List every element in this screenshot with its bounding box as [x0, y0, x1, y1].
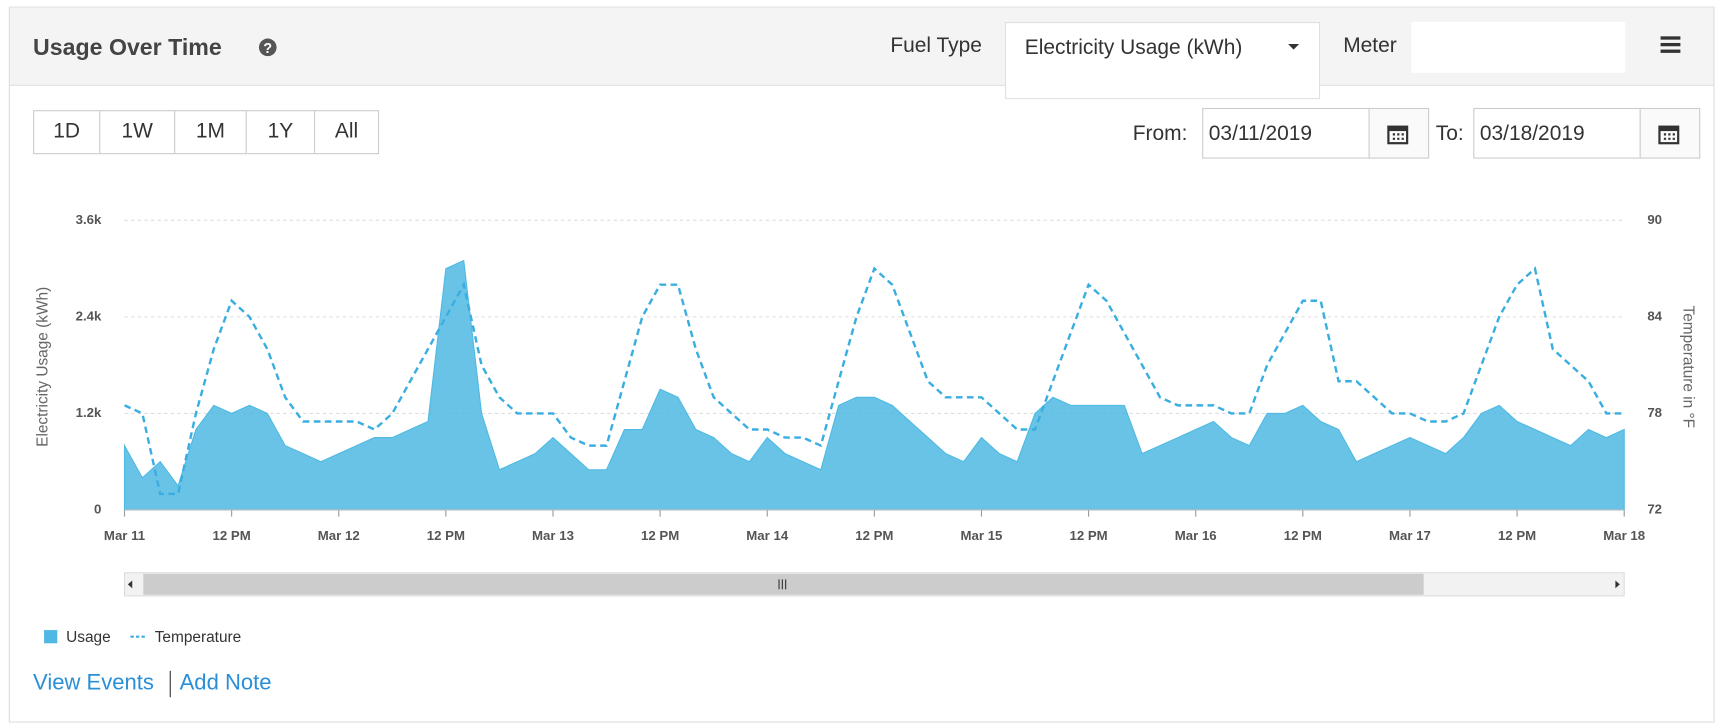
range-button[interactable]: 1W	[99, 110, 176, 155]
y2-tick-label: 72	[1647, 501, 1662, 516]
to-label: To:	[1435, 122, 1464, 146]
x-tick-label: 12 PM	[1069, 528, 1107, 543]
x-tick-label: Mar 14	[746, 528, 789, 543]
x-tick-label: Mar 13	[532, 528, 574, 543]
legend-item: Temperature	[130, 629, 242, 646]
x-tick-label: Mar 12	[318, 528, 360, 543]
y2-axis-title: Temperature in °F	[1680, 306, 1697, 429]
y2-tick-label: 84	[1647, 308, 1662, 323]
range-button[interactable]: 1D	[33, 110, 101, 155]
calendar-icon	[1658, 125, 1680, 145]
y2-tick-label: 78	[1647, 405, 1662, 420]
x-tick-label: Mar 15	[961, 528, 1003, 543]
panel	[8, 6, 1715, 723]
x-tick-label: 12 PM	[213, 528, 251, 543]
x-tick-label: Mar 17	[1389, 528, 1431, 543]
fuel-dropdown[interactable]	[1004, 22, 1321, 100]
from-value: 03/11/2019	[1208, 122, 1313, 146]
add-note-link[interactable]: Add Note	[179, 670, 272, 696]
calendar-button[interactable]	[1639, 107, 1701, 159]
to-value: 03/18/2019	[1479, 122, 1585, 146]
x-tick-label: 12 PM	[641, 528, 679, 543]
view-events-link[interactable]: View Events	[33, 670, 154, 696]
menu-icon[interactable]	[1658, 34, 1684, 56]
y2-tick-label: 90	[1647, 212, 1662, 227]
y-tick-label: 0	[94, 501, 101, 516]
from-input[interactable]	[1202, 107, 1370, 159]
range-button[interactable]: 1M	[174, 110, 247, 155]
x-tick-label: 12 PM	[1498, 528, 1536, 543]
calendar-icon	[1387, 125, 1409, 145]
from-label: From:	[1132, 122, 1188, 146]
y-axis-title: Electricity Usage (kWh)	[34, 287, 51, 447]
fuel-label: Fuel Type	[890, 34, 982, 58]
svg-text:?: ?	[263, 41, 272, 57]
y-tick-label: 1.2k	[76, 405, 102, 420]
x-tick-label: Mar 11	[104, 528, 145, 543]
range-button[interactable]: All	[314, 110, 380, 155]
range-button[interactable]: 1Y	[245, 110, 316, 155]
legend-swatch	[44, 630, 58, 644]
x-tick-label: Mar 16	[1175, 528, 1217, 543]
calendar-button[interactable]	[1368, 107, 1430, 159]
dropdown-caret	[1288, 44, 1300, 50]
temperature-line	[124, 266, 1625, 496]
meter-input[interactable]	[1411, 22, 1626, 73]
panel-title: Usage Over Time	[33, 35, 222, 61]
scrollbar[interactable]	[123, 572, 1625, 597]
legend-label: Usage	[66, 629, 111, 646]
x-tick-label: Mar 18	[1603, 528, 1645, 543]
y-tick-label: 2.4k	[76, 308, 102, 323]
x-tick-label: 12 PM	[855, 528, 893, 543]
x-tick-label: 12 PM	[1284, 528, 1322, 543]
to-input[interactable]	[1473, 107, 1641, 159]
usage-area	[123, 259, 1625, 511]
link-separator	[169, 670, 171, 698]
legend-label: Temperature	[155, 629, 242, 646]
fuel-value: Electricity Usage (kWh)	[1024, 36, 1243, 60]
legend-item: Usage	[44, 629, 111, 646]
meter-label: Meter	[1343, 34, 1397, 58]
y-tick-label: 3.6k	[76, 212, 102, 227]
chart: Electricity Usage (kWh) Temperature in °…	[34, 212, 1697, 646]
x-tick-label: 12 PM	[427, 528, 465, 543]
help-icon[interactable]: ?	[258, 36, 280, 58]
